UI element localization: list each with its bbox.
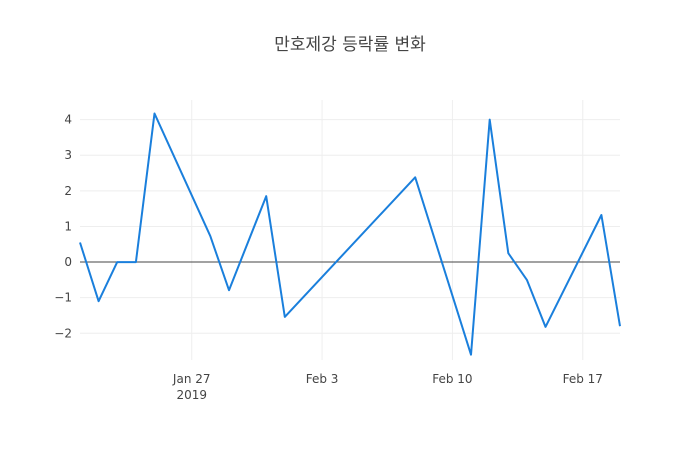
y-tick-label: 4: [64, 113, 72, 127]
x-tick-label: Feb 3: [306, 372, 339, 386]
x-tick-line: Jan 27: [172, 372, 211, 386]
y-tick-label: 0: [64, 255, 72, 269]
x-tick-line: Feb 17: [563, 372, 603, 386]
x-tick-line: Feb 3: [306, 372, 339, 386]
x-tick-label: Feb 17: [563, 372, 603, 386]
y-tick-label: 1: [64, 219, 72, 233]
y-tick-label: −1: [54, 291, 72, 305]
y-tick-label: 3: [64, 148, 72, 162]
y-tick-label: −2: [54, 326, 72, 340]
x-tick-line: Feb 10: [432, 372, 472, 386]
line-series: [79, 112, 621, 356]
x-tick-label: Feb 10: [432, 372, 472, 386]
x-tick-line: 2019: [176, 388, 207, 402]
x-tick-label: Jan 27 2019: [172, 372, 211, 402]
chart-title: 만호제강 등락률 변화: [274, 35, 426, 55]
y-tick-label: 2: [64, 184, 72, 198]
grid: [80, 100, 620, 360]
